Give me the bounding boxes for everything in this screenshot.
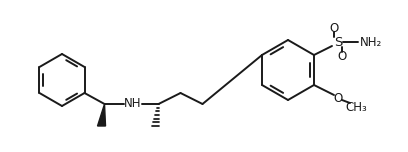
Text: NH: NH	[124, 97, 141, 109]
Text: NH₂: NH₂	[360, 36, 382, 48]
Text: O: O	[337, 50, 347, 62]
Text: O: O	[329, 21, 339, 35]
Text: O: O	[333, 92, 343, 105]
Text: S: S	[334, 36, 342, 48]
Text: CH₃: CH₃	[345, 100, 367, 114]
Polygon shape	[98, 104, 106, 126]
